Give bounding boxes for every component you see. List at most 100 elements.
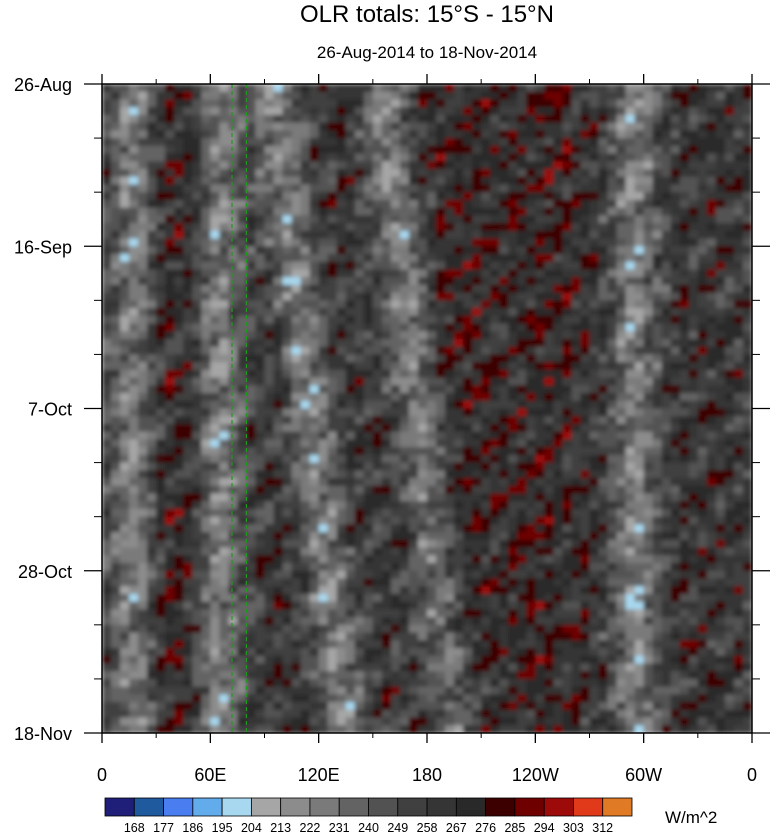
heatmap-cell [147, 261, 157, 271]
heatmap-cell [291, 238, 302, 247]
heatmap-cell [436, 207, 446, 216]
heatmap-cell [174, 323, 184, 332]
heatmap-cell [625, 593, 636, 603]
heatmap-cell [111, 176, 121, 186]
heatmap-cell [120, 315, 130, 325]
heatmap-cell [129, 269, 139, 278]
heatmap-cell [408, 369, 419, 379]
heatmap-cell [318, 145, 329, 155]
heatmap-cell [733, 362, 744, 371]
heatmap-cell [255, 107, 266, 116]
heatmap-cell [661, 524, 672, 533]
heatmap-cell [481, 400, 491, 410]
heatmap-cell [156, 99, 166, 108]
heatmap-cell [724, 416, 735, 425]
heatmap-cell [463, 408, 473, 417]
heatmap-cell [120, 207, 130, 216]
heatmap-cell [309, 176, 320, 186]
heatmap-cell [129, 524, 139, 533]
heatmap-cell [571, 385, 582, 394]
heatmap-cell [733, 207, 744, 216]
heatmap-cell [688, 431, 699, 441]
heatmap-cell [246, 238, 257, 247]
heatmap-cell [345, 145, 356, 155]
heatmap-cell [408, 578, 419, 587]
heatmap-cell [300, 617, 311, 626]
heatmap-cell [598, 161, 609, 170]
heatmap-cell [354, 215, 365, 224]
heatmap-cell [183, 199, 193, 209]
heatmap-cell [625, 439, 636, 448]
heatmap-cell [472, 308, 482, 317]
heatmap-cell [553, 586, 564, 595]
heatmap-cell [598, 107, 609, 116]
heatmap-cell [255, 570, 266, 580]
heatmap-cell [490, 223, 500, 232]
heatmap-cell [183, 555, 193, 564]
heatmap-cell [282, 593, 293, 603]
heatmap-cell [264, 423, 275, 433]
heatmap-cell [129, 84, 139, 93]
heatmap-cell [282, 308, 293, 317]
heatmap-cell [562, 431, 573, 441]
heatmap-cell [183, 277, 193, 286]
heatmap-cell [580, 532, 591, 541]
heatmap-cell [490, 439, 500, 448]
heatmap-cell [246, 161, 257, 170]
heatmap-cell [697, 223, 708, 232]
heatmap-cell [237, 439, 248, 448]
heatmap-cell [264, 593, 275, 603]
heatmap-cell [183, 478, 193, 487]
heatmap-cell [661, 385, 672, 394]
heatmap-cell [273, 362, 284, 371]
heatmap-cell [499, 439, 509, 448]
heatmap-cell [634, 346, 645, 356]
heatmap-cell [679, 161, 690, 170]
heatmap-cell [472, 408, 482, 417]
heatmap-cell [156, 161, 166, 170]
heatmap-cell [399, 532, 410, 541]
heatmap-cell [192, 462, 202, 471]
heatmap-cell [390, 408, 401, 417]
heatmap-cell [643, 485, 654, 495]
heatmap-cell [643, 532, 654, 541]
heatmap-cell [183, 176, 193, 186]
heatmap-cell [625, 122, 636, 131]
heatmap-cell [670, 408, 681, 417]
heatmap-cell [616, 246, 627, 255]
heatmap-cell [156, 617, 166, 626]
heatmap-cell [562, 601, 573, 610]
heatmap-cell [697, 539, 708, 549]
heatmap-cell [381, 292, 392, 301]
heatmap-cell [607, 385, 618, 394]
heatmap-cell [291, 114, 302, 124]
heatmap-cell [670, 176, 681, 186]
heatmap-cell [607, 238, 618, 247]
heatmap-cell [526, 269, 536, 278]
heatmap-cell [580, 238, 591, 247]
heatmap-cell [427, 215, 437, 224]
heatmap-cell [454, 238, 464, 247]
heatmap-cell [138, 508, 148, 518]
heatmap-cell [246, 176, 257, 186]
heatmap-cell [336, 563, 347, 572]
heatmap-cell [616, 184, 627, 193]
heatmap-cell [345, 609, 356, 618]
heatmap-cell [417, 138, 428, 147]
heatmap-cell [427, 416, 437, 425]
heatmap-cell [147, 431, 157, 441]
heatmap-cell [571, 570, 582, 580]
heatmap-cell [327, 138, 338, 147]
heatmap-cell [598, 423, 609, 433]
heatmap-cell [589, 493, 600, 502]
heatmap-cell [661, 454, 672, 464]
heatmap-cell [490, 238, 500, 247]
heatmap-cell [580, 261, 591, 271]
heatmap-cell [670, 223, 681, 232]
heatmap-cell [417, 478, 428, 487]
heatmap-cell [679, 199, 690, 209]
heatmap-cell [715, 91, 726, 101]
heatmap-cell [580, 563, 591, 572]
heatmap-cell [454, 300, 464, 309]
heatmap-cell [417, 447, 428, 456]
